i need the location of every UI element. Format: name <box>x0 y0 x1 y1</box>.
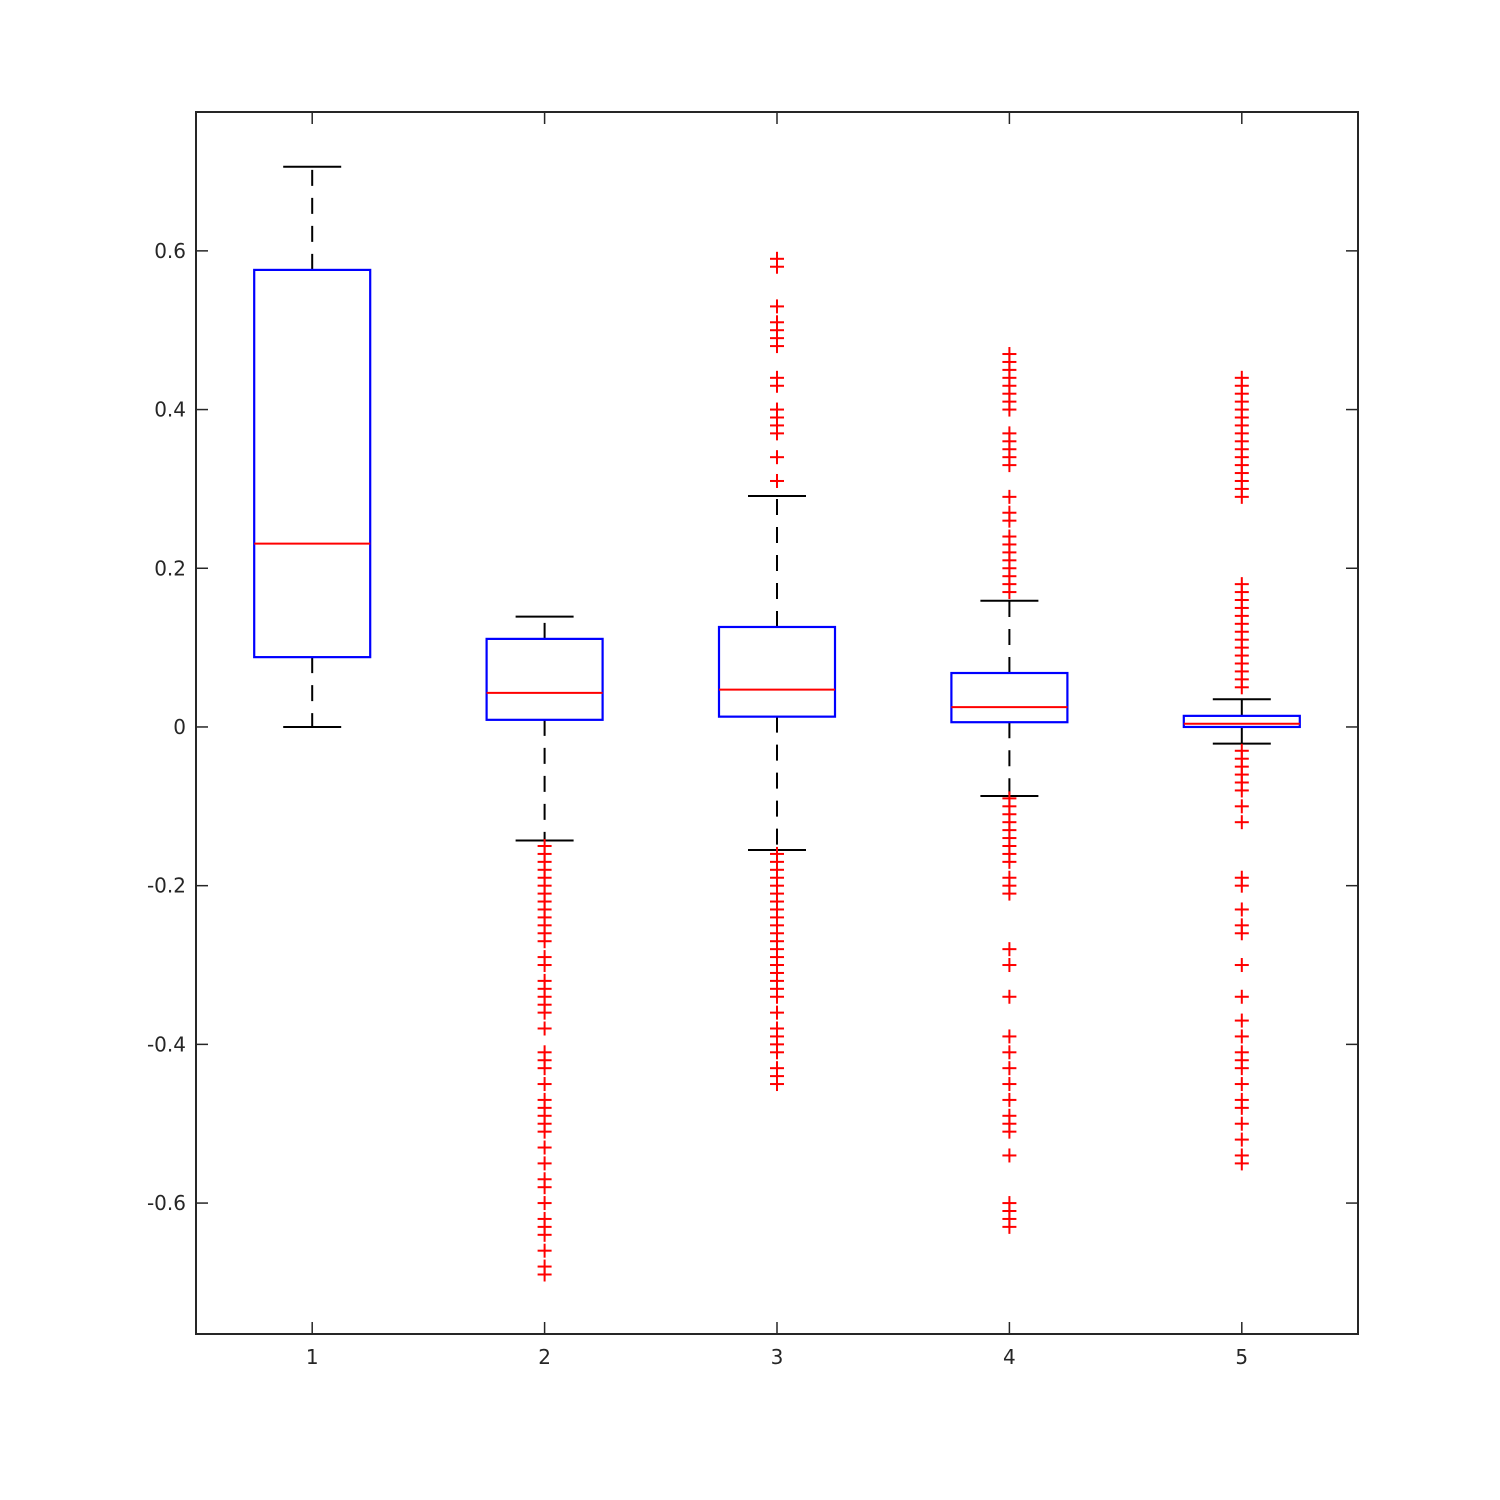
outlier-marker <box>537 958 552 973</box>
outlier-marker <box>1234 902 1249 917</box>
iqr-box <box>950 671 1069 724</box>
outlier-marker <box>537 1077 552 1092</box>
iqr-box <box>485 637 604 721</box>
outlier-marker <box>1002 1077 1017 1092</box>
box-group-3 <box>717 251 837 1092</box>
y-tick-label: -0.4 <box>147 1032 186 1056</box>
y-tick-label: -0.2 <box>147 874 186 898</box>
axis-ticks <box>196 112 1358 1334</box>
box-group-2 <box>485 615 604 1282</box>
iqr-box <box>253 268 372 659</box>
x-tick-label: 2 <box>538 1345 551 1369</box>
outlier-marker <box>770 299 784 314</box>
box-group-4 <box>950 347 1069 1234</box>
outlier-marker <box>1002 505 1017 520</box>
box-group-1 <box>253 165 372 728</box>
outlier-marker <box>1234 799 1249 814</box>
outlier-marker <box>1234 1077 1249 1092</box>
x-tick-label: 3 <box>771 1345 784 1369</box>
outlier-marker <box>1002 1045 1017 1060</box>
outlier-marker <box>770 989 784 1004</box>
outlier-marker <box>770 1077 784 1092</box>
outlier-marker <box>1002 347 1017 362</box>
outlier-marker <box>1234 958 1249 973</box>
outlier-marker <box>1234 1132 1249 1147</box>
outlier-marker <box>537 1021 552 1036</box>
outlier-marker <box>1002 854 1017 869</box>
outlier-marker <box>1234 926 1249 941</box>
y-tick-label: 0 <box>173 715 186 739</box>
outlier-marker <box>1234 577 1249 592</box>
outlier-marker <box>770 473 784 488</box>
outlier-marker <box>1234 1061 1249 1076</box>
outlier-marker <box>1002 1219 1017 1234</box>
outlier-marker <box>537 1267 552 1282</box>
outlier-marker <box>537 1243 552 1258</box>
x-tick-label: 5 <box>1235 1345 1248 1369</box>
iqr-box <box>717 625 837 718</box>
y-tick-label: 0.4 <box>154 398 186 422</box>
outlier-marker <box>1234 1156 1249 1171</box>
outlier-marker <box>1002 989 1017 1004</box>
box-group-5 <box>1182 370 1301 1171</box>
outlier-marker <box>537 1005 552 1020</box>
outlier-marker <box>1002 958 1017 973</box>
x-tick-label: 1 <box>306 1345 319 1369</box>
outlier-marker <box>1234 783 1249 798</box>
outlier-marker <box>770 370 784 385</box>
outlier-marker <box>537 1196 552 1211</box>
outlier-marker <box>1002 1029 1017 1044</box>
outlier-marker <box>1002 426 1017 441</box>
outlier-marker <box>537 1180 552 1195</box>
outlier-marker <box>1234 1013 1249 1028</box>
outlier-marker <box>1234 370 1249 385</box>
outlier-marker <box>1002 942 1017 957</box>
y-tick-label: 0.2 <box>154 556 186 580</box>
outlier-marker <box>1002 1061 1017 1076</box>
outlier-marker <box>537 1140 552 1155</box>
y-tick-label: -0.6 <box>147 1191 186 1215</box>
outlier-marker <box>770 251 784 266</box>
outlier-marker <box>537 1124 552 1139</box>
outlier-marker <box>1234 1029 1249 1044</box>
outlier-marker <box>1234 989 1249 1004</box>
outlier-marker <box>770 1045 784 1060</box>
outlier-marker <box>1002 489 1017 504</box>
outlier-marker <box>1002 1148 1017 1163</box>
outlier-marker <box>1002 886 1017 901</box>
outlier-marker <box>770 1005 784 1020</box>
outlier-marker <box>770 315 784 330</box>
outlier-marker <box>537 934 552 949</box>
tick-labels: -0.6 -0.4 -0.2 0 0.2 0.4 0.6 1 2 3 4 5 <box>147 239 1248 1369</box>
outlier-marker <box>1234 878 1249 893</box>
outlier-marker <box>537 1156 552 1171</box>
outlier-marker <box>1234 1116 1249 1131</box>
outlier-marker <box>1002 529 1017 544</box>
outlier-marker <box>537 1227 552 1242</box>
outlier-marker <box>1002 1092 1017 1107</box>
iqr-box <box>1182 714 1301 729</box>
outlier-marker <box>1002 1124 1017 1139</box>
boxes-layer <box>253 165 1301 1282</box>
x-tick-label: 4 <box>1003 1345 1016 1369</box>
y-tick-label: 0.6 <box>154 239 186 263</box>
outlier-marker <box>770 450 784 465</box>
outlier-marker <box>1234 815 1249 830</box>
outlier-marker <box>770 402 784 417</box>
outlier-marker <box>1234 1100 1249 1115</box>
outlier-marker <box>537 1061 552 1076</box>
